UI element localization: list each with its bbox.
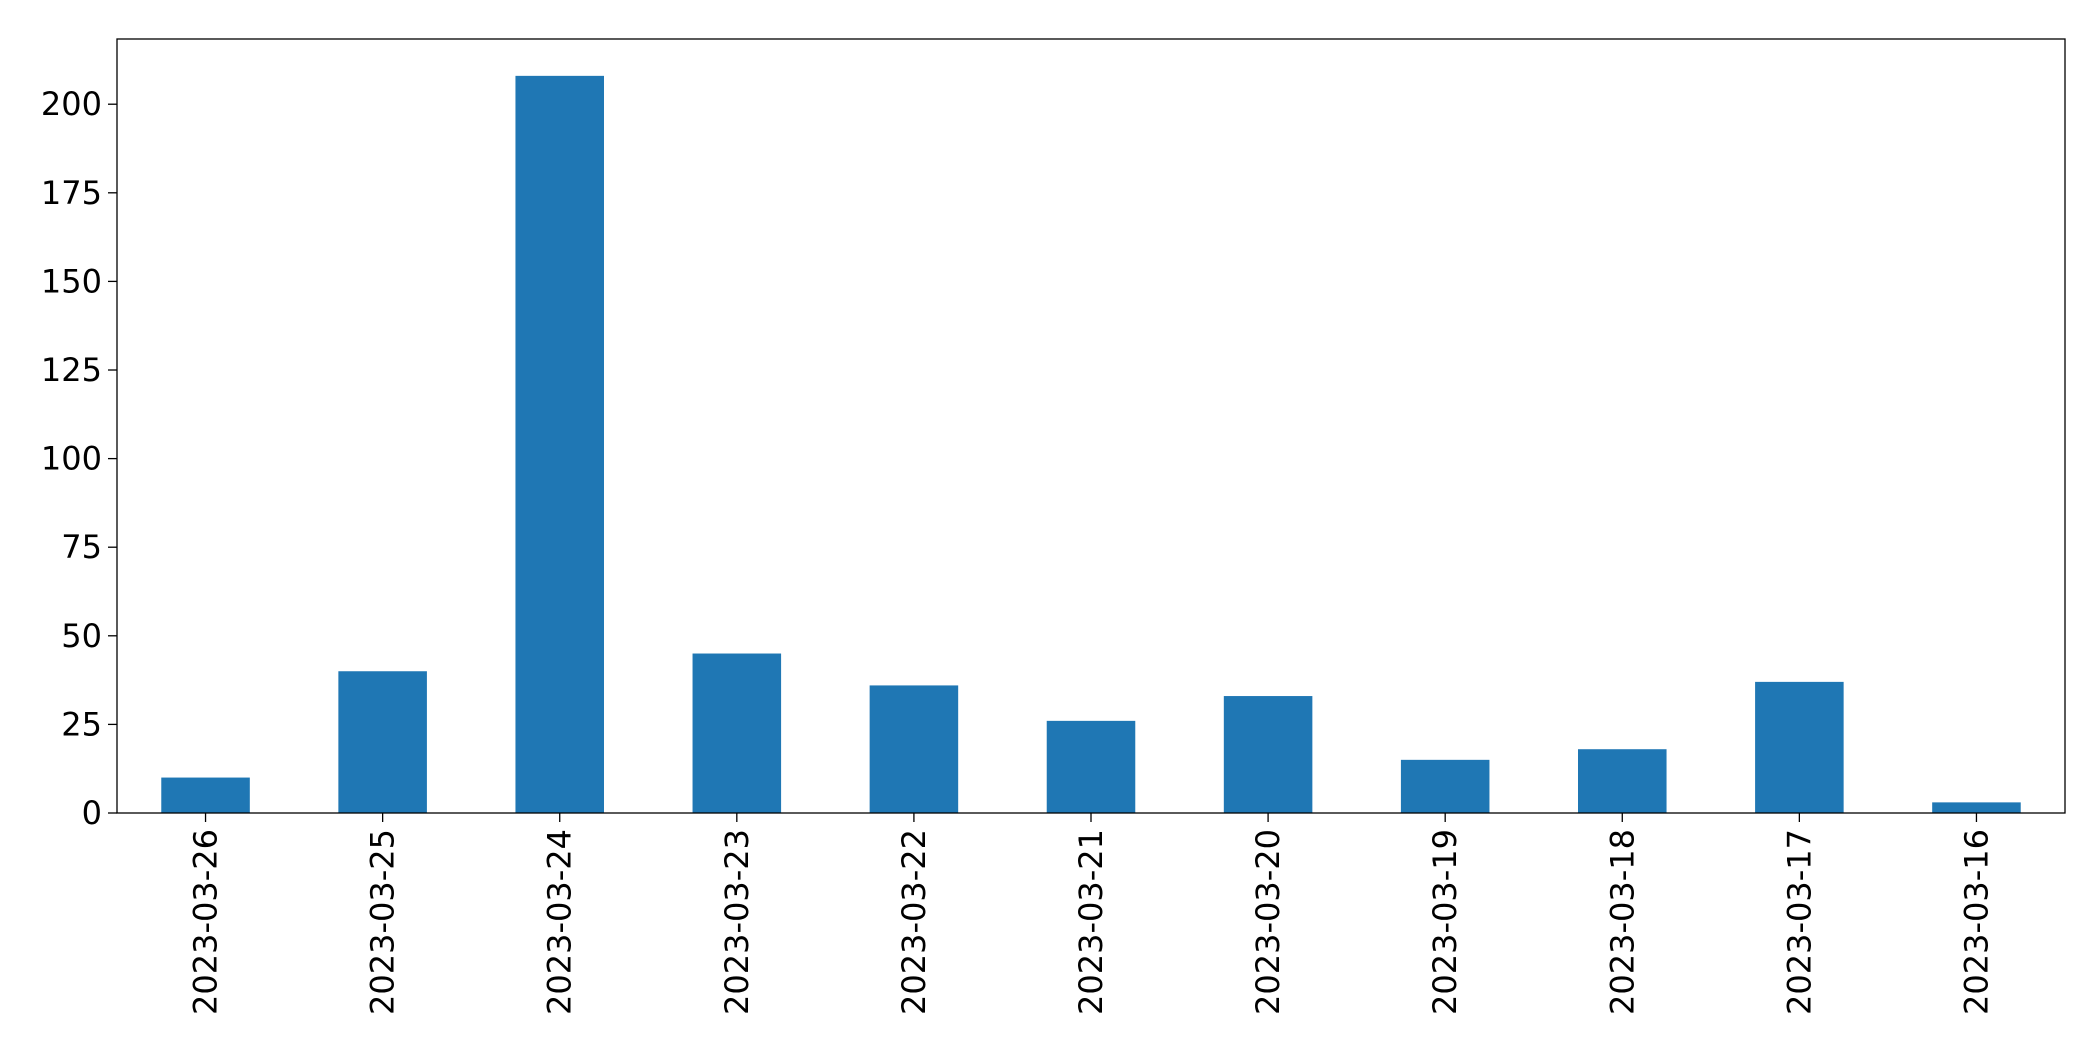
y-tick-label: 25 bbox=[61, 705, 102, 743]
y-tick-label: 175 bbox=[41, 174, 102, 212]
bar bbox=[1223, 696, 1313, 813]
x-tick-label: 2023-03-24 bbox=[541, 829, 579, 1015]
y-tick-label: 150 bbox=[41, 262, 102, 300]
bar bbox=[692, 653, 782, 813]
x-tick-label: 2023-03-23 bbox=[718, 829, 756, 1015]
x-tick-label: 2023-03-20 bbox=[1249, 829, 1287, 1015]
y-tick-label: 125 bbox=[41, 351, 102, 389]
x-tick-label: 2023-03-26 bbox=[187, 829, 225, 1015]
bar bbox=[161, 777, 250, 813]
bar bbox=[515, 75, 604, 814]
x-tick-label: 2023-03-16 bbox=[1957, 829, 1995, 1015]
plot-frame bbox=[116, 38, 2066, 814]
bar bbox=[338, 671, 427, 813]
bar bbox=[1932, 802, 2021, 813]
bar bbox=[869, 685, 959, 813]
y-tick-label: 0 bbox=[82, 794, 102, 832]
x-tick-label: 2023-03-25 bbox=[364, 829, 402, 1015]
y-tick-label: 200 bbox=[41, 85, 102, 123]
x-tick-label: 2023-03-21 bbox=[1072, 829, 1110, 1015]
y-tick-label: 100 bbox=[41, 440, 102, 478]
y-tick-label: 75 bbox=[61, 528, 102, 566]
bar bbox=[1400, 759, 1490, 813]
bar bbox=[1755, 681, 1844, 813]
x-tick-label: 2023-03-18 bbox=[1603, 829, 1641, 1015]
y-tick-label: 50 bbox=[61, 617, 102, 655]
x-tick-label: 2023-03-17 bbox=[1780, 829, 1818, 1015]
x-tick-label: 2023-03-19 bbox=[1426, 829, 1464, 1015]
bar bbox=[1046, 720, 1136, 813]
bar bbox=[1578, 749, 1667, 813]
x-tick-label: 2023-03-22 bbox=[895, 829, 933, 1015]
